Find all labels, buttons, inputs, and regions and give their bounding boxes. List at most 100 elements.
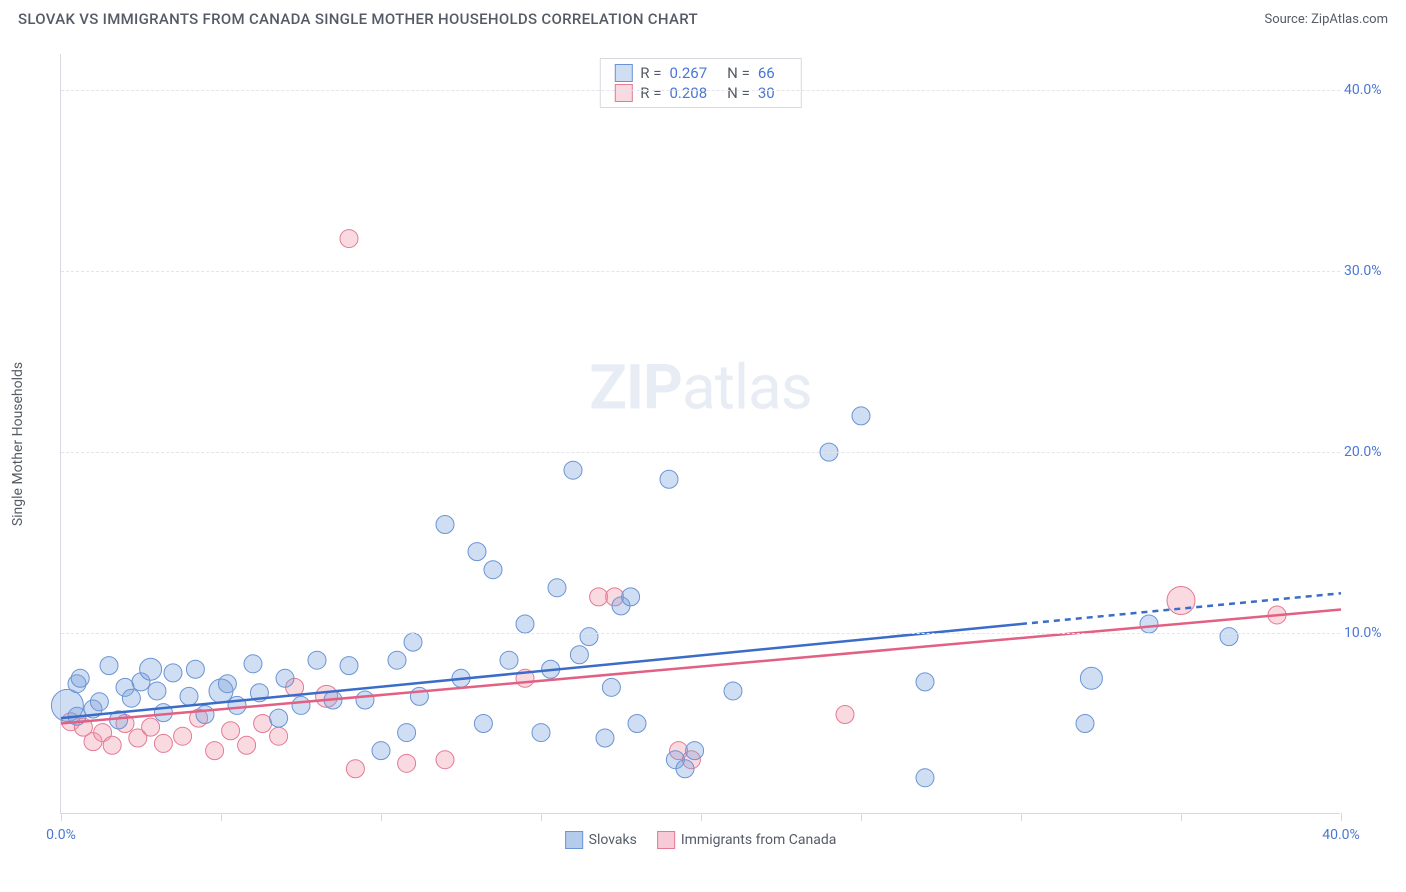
scatter-point <box>548 579 566 597</box>
legend-label-slovaks: Slovaks <box>589 832 637 848</box>
scatter-point <box>484 561 502 579</box>
y-tick-label: 30.0% <box>1344 263 1394 279</box>
scatter-point <box>1167 586 1195 614</box>
n-value-2: 30 <box>758 84 775 102</box>
scatter-point <box>468 543 486 561</box>
scatter-point <box>724 682 742 700</box>
scatter-point <box>1076 715 1094 733</box>
scatter-point <box>222 722 240 740</box>
scatter-point <box>660 470 678 488</box>
scatter-point <box>186 660 204 678</box>
legend-series: Slovaks Immigrants from Canada <box>565 831 837 849</box>
n-label: N = <box>727 64 750 82</box>
scatter-point <box>340 230 358 248</box>
scatter-point <box>516 615 534 633</box>
x-tick <box>221 813 222 821</box>
scatter-point <box>436 751 454 769</box>
scatter-point <box>308 651 326 669</box>
grid-line <box>61 271 1340 272</box>
plot-area: ZIPatlas R = 0.267 N = 66 R = 0.208 N = … <box>60 54 1340 814</box>
x-tick <box>541 813 542 821</box>
scatter-point <box>836 705 854 723</box>
scatter-point <box>206 742 224 760</box>
scatter-point <box>686 742 704 760</box>
scatter-point <box>100 657 118 675</box>
scatter-point <box>916 769 934 787</box>
trend-line <box>61 624 1021 718</box>
scatter-point <box>596 729 614 747</box>
legend-item-slovaks: Slovaks <box>565 831 637 849</box>
scatter-point <box>196 705 214 723</box>
chart-container: Single Mother Households ZIPatlas R = 0.… <box>48 54 1388 834</box>
scatter-point <box>292 696 310 714</box>
n-label-2: N = <box>727 84 750 102</box>
x-tick <box>1341 813 1342 821</box>
grid-line <box>61 633 1340 634</box>
scatter-point <box>474 715 492 733</box>
legend-swatch-slovaks <box>565 831 583 849</box>
scatter-point <box>244 655 262 673</box>
scatter-point <box>852 407 870 425</box>
scatter-point <box>346 760 364 778</box>
r-label: R = <box>640 64 661 82</box>
scatter-point <box>564 461 582 479</box>
y-axis-label: Single Mother Households <box>10 362 26 526</box>
x-tick <box>61 813 62 821</box>
source-label: Source: ZipAtlas.com <box>1264 12 1388 27</box>
scatter-point <box>103 736 121 754</box>
scatter-point <box>270 709 288 727</box>
y-tick-label: 10.0% <box>1344 625 1394 641</box>
x-tick <box>701 813 702 821</box>
r-label-2: R = <box>640 84 661 102</box>
x-tick <box>861 813 862 821</box>
scatter-point <box>270 727 288 745</box>
legend-stats-row-2: R = 0.208 N = 30 <box>614 83 786 103</box>
chart-header: SLOVAK VS IMMIGRANTS FROM CANADA SINGLE … <box>0 0 1406 32</box>
scatter-point <box>676 760 694 778</box>
r-value-2: 0.208 <box>669 84 707 102</box>
n-value-1: 66 <box>758 64 775 82</box>
scatter-point <box>388 651 406 669</box>
scatter-point <box>1140 615 1158 633</box>
scatter-point <box>590 588 608 606</box>
y-tick-label: 20.0% <box>1344 444 1394 460</box>
scatter-point <box>398 724 416 742</box>
grid-line <box>61 452 1340 453</box>
y-tick-label: 40.0% <box>1344 82 1394 98</box>
scatter-point <box>1220 628 1238 646</box>
legend-swatch-pink <box>614 84 632 102</box>
scatter-point <box>164 664 182 682</box>
scatter-point <box>372 742 390 760</box>
scatter-point <box>500 651 518 669</box>
r-value-1: 0.267 <box>669 64 707 82</box>
x-tick <box>381 813 382 821</box>
scatter-point <box>276 669 294 687</box>
x-tick-label: 40.0% <box>1322 827 1360 843</box>
scatter-point <box>122 689 140 707</box>
scatter-point <box>254 715 272 733</box>
scatter-point <box>90 693 108 711</box>
scatter-point <box>602 678 620 696</box>
scatter-point <box>1080 667 1102 689</box>
legend-stats-row-1: R = 0.267 N = 66 <box>614 63 786 83</box>
scatter-point <box>174 727 192 745</box>
scatter-point <box>180 687 198 705</box>
x-tick <box>1181 813 1182 821</box>
scatter-point <box>622 588 640 606</box>
scatter-point <box>580 628 598 646</box>
scatter-point <box>218 675 236 693</box>
scatter-point <box>238 736 256 754</box>
scatter-point <box>340 657 358 675</box>
x-tick-label: 0.0% <box>46 827 76 843</box>
legend-swatch-blue <box>614 64 632 82</box>
legend-item-canada: Immigrants from Canada <box>657 831 837 849</box>
chart-title: SLOVAK VS IMMIGRANTS FROM CANADA SINGLE … <box>18 10 698 28</box>
scatter-point <box>154 734 172 752</box>
scatter-point <box>404 633 422 651</box>
grid-line <box>61 90 1340 91</box>
scatter-point <box>436 515 454 533</box>
scatter-point <box>356 691 374 709</box>
scatter-point <box>148 682 166 700</box>
scatter-point <box>71 669 89 687</box>
scatter-point <box>628 715 646 733</box>
